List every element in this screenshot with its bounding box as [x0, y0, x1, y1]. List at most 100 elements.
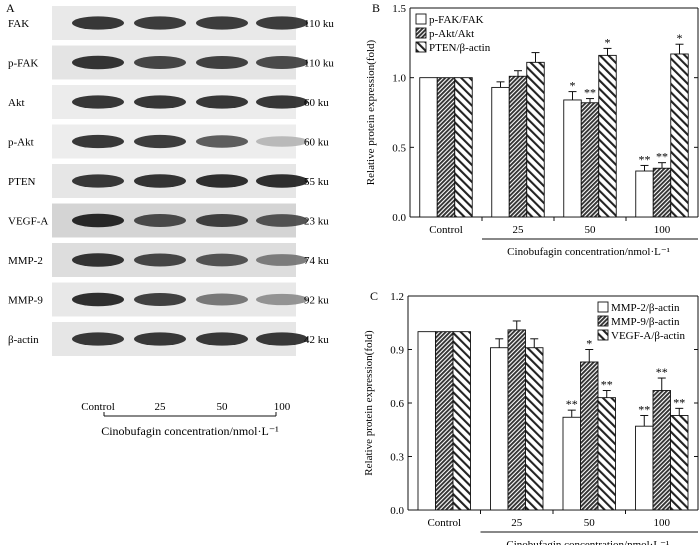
x-tick-label: Control — [427, 517, 461, 529]
bar — [563, 99, 582, 218]
blot-band — [196, 95, 248, 109]
legend-label: PTEN/β-actin — [429, 42, 491, 54]
bar — [491, 86, 510, 218]
blot-band — [134, 214, 186, 227]
y-axis-label: Relative protein expression(fold) — [363, 330, 375, 476]
blot-band — [196, 253, 248, 267]
blot-band — [134, 292, 186, 307]
blot-band — [134, 253, 186, 267]
significance-mark: * — [586, 337, 592, 351]
blot-band — [256, 95, 308, 109]
bar — [435, 331, 454, 511]
blot-band — [134, 16, 186, 30]
lane-label: 25 — [155, 401, 167, 413]
significance-mark: ** — [638, 402, 650, 416]
bar — [562, 416, 581, 511]
lane-label: 100 — [274, 401, 291, 413]
x-tick-label: 100 — [654, 224, 671, 236]
legend-label: MMP-9/β-actin — [611, 316, 680, 328]
blot-band — [256, 136, 308, 147]
protein-label: β-actin — [8, 334, 39, 346]
blot-band — [72, 174, 124, 188]
blot-row: β-actin 42 ku — [8, 322, 329, 356]
blot-row: p-Akt 60 ku — [8, 124, 329, 159]
significance-mark: ** — [639, 152, 651, 166]
molecular-weight-label: 110 ku — [304, 18, 334, 30]
legend-label: MMP-2/β-actin — [611, 302, 680, 314]
significance-mark: * — [677, 31, 683, 45]
bar — [580, 102, 600, 218]
protein-label: Akt — [8, 97, 25, 109]
bar — [670, 415, 689, 511]
molecular-weight-label: 55 ku — [304, 176, 329, 188]
y-tick-label: 0.6 — [390, 398, 404, 410]
protein-label: PTEN — [8, 176, 36, 188]
molecular-weight-label: 42 ku — [304, 334, 329, 346]
blot-band — [134, 332, 186, 346]
y-tick-label: 0.9 — [390, 345, 404, 357]
legend-label: p-Akt/Akt — [429, 28, 474, 40]
western-blot-panel: A FAK 110 ku p-FAK 110 ku Akt 60 ku p-Akt 60 ku… — [6, 1, 334, 438]
blot-band — [134, 174, 186, 188]
significance-mark: ** — [656, 150, 668, 164]
significance-mark: ** — [656, 365, 668, 379]
blot-band — [196, 16, 248, 30]
blot-band — [196, 174, 248, 188]
blot-band — [256, 332, 308, 346]
bar — [508, 75, 528, 218]
blot-band — [72, 292, 124, 307]
bar — [454, 77, 473, 218]
bar — [417, 331, 436, 511]
x-tick-label: 100 — [654, 517, 671, 529]
protein-label: FAK — [8, 18, 29, 30]
y-tick-label: 0.0 — [392, 212, 406, 224]
blot-band — [256, 214, 308, 227]
blot-band — [72, 134, 124, 149]
x-axis-label: Cinobufagin concentration/nmol·L⁻¹ — [506, 539, 669, 545]
x-axis-label: Cinobufagin concentration/nmol·L⁻¹ — [507, 246, 670, 258]
molecular-weight-label: 92 ku — [304, 295, 329, 307]
blot-band — [196, 332, 248, 346]
blot-band — [134, 95, 186, 109]
panel-c-label: C — [370, 289, 378, 303]
y-tick-label: 1.2 — [390, 291, 404, 303]
y-tick-label: 0.5 — [392, 142, 406, 154]
blot-band — [72, 95, 124, 109]
blot-band — [134, 56, 186, 69]
significance-mark: * — [570, 79, 576, 93]
x-tick-label: 25 — [513, 224, 525, 236]
blot-row: Akt 60 ku — [8, 85, 329, 119]
x-tick-label: 50 — [585, 224, 597, 236]
panel-b-label: B — [372, 1, 380, 15]
blot-band — [134, 134, 186, 149]
legend-swatch — [597, 329, 609, 341]
bar — [652, 167, 672, 218]
bar — [670, 53, 689, 218]
blot-band — [196, 135, 248, 148]
protein-label: p-Akt — [8, 137, 34, 149]
bar — [635, 170, 654, 218]
legend-swatch — [415, 13, 427, 25]
y-axis-label: Relative protein expression(fold) — [365, 39, 377, 185]
blot-row: FAK 110 ku — [8, 6, 334, 40]
bar — [490, 347, 509, 511]
panel-a-label: A — [6, 1, 15, 15]
bar — [635, 425, 654, 511]
bar — [580, 361, 599, 511]
bar — [526, 61, 545, 218]
blot-band — [256, 174, 308, 188]
blot-row: MMP-2 74 ku — [8, 243, 329, 277]
molecular-weight-label: 60 ku — [304, 137, 329, 149]
y-tick-label: 1.5 — [392, 3, 406, 15]
bar — [598, 54, 617, 218]
blot-band — [256, 16, 308, 30]
blot-row: p-FAK 110 ku — [8, 45, 334, 80]
blot-band — [196, 293, 248, 306]
significance-mark: * — [605, 35, 611, 49]
molecular-weight-label: 110 ku — [304, 58, 334, 70]
y-tick-label: 1.0 — [392, 73, 406, 85]
blot-band — [72, 55, 124, 70]
y-tick-label: 0.0 — [390, 505, 404, 517]
x-tick-label: 25 — [511, 517, 523, 529]
